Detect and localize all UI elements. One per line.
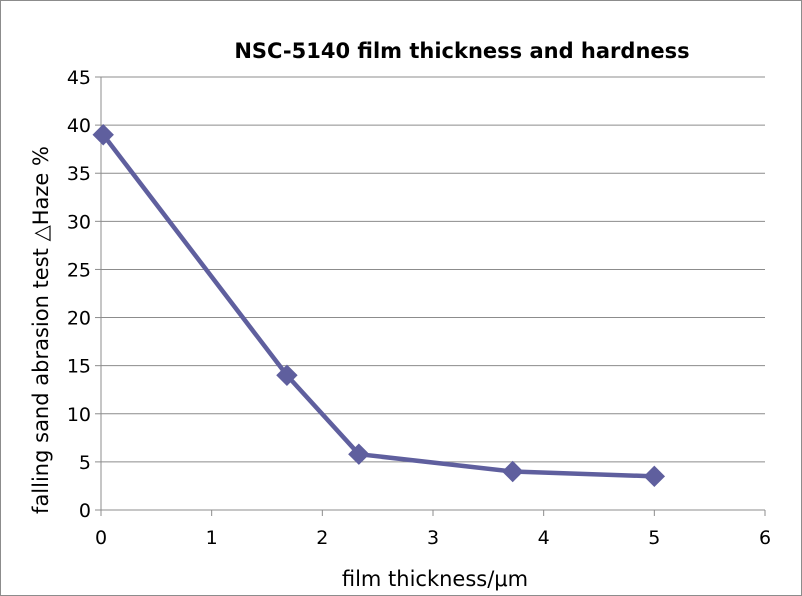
data-point-0 [92,124,114,146]
y-tick-labels: 0 5 10 15 20 25 30 35 40 45 [67,67,91,522]
x-tick-labels: 0 1 2 3 4 5 6 [95,527,771,549]
y-tick-label-10: 10 [67,404,91,426]
x-tick-label-3: 3 [427,527,439,549]
x-tick-label-2: 2 [316,527,328,549]
y-axis-label: falling sand abrasion test △Haze % [29,146,53,514]
data-point-3 [501,460,524,483]
gridlines [101,76,765,463]
data-point-2 [348,443,370,465]
chart-title: NSC-5140 film thickness and hardness [234,39,689,63]
series-group [92,124,666,488]
series-line-0 [100,132,657,479]
y-tick-label-15: 15 [67,356,91,378]
data-point-4 [643,465,666,488]
y-tick-label-30: 30 [67,211,91,233]
y-tick-label-35: 35 [67,163,91,185]
y-tick-label-25: 25 [67,259,91,281]
x-tick-label-4: 4 [538,527,550,549]
x-tick-label-0: 0 [95,527,107,549]
x-tick-label-5: 5 [648,527,660,549]
x-axis-label: film thickness/μm [342,567,528,591]
x-tick-label-1: 1 [206,527,218,549]
data-point-1 [276,364,298,386]
y-tick-label-5: 5 [79,452,91,474]
axes [95,76,766,516]
y-tick-label-20: 20 [67,308,91,330]
y-tick-label-40: 40 [67,115,91,137]
x-tick-label-6: 6 [759,527,771,549]
y-tick-label-45: 45 [67,67,91,89]
y-tick-label-0: 0 [79,500,91,522]
